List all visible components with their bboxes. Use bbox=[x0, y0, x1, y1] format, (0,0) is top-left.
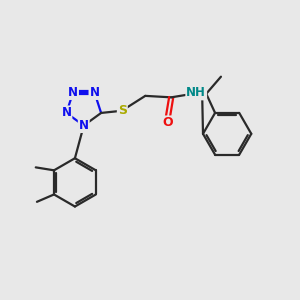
Text: O: O bbox=[162, 116, 173, 130]
Text: N: N bbox=[68, 86, 78, 99]
Text: N: N bbox=[89, 86, 100, 99]
Text: N: N bbox=[61, 106, 71, 119]
Text: NH: NH bbox=[186, 86, 206, 99]
Text: S: S bbox=[118, 104, 127, 117]
Text: N: N bbox=[79, 119, 89, 132]
